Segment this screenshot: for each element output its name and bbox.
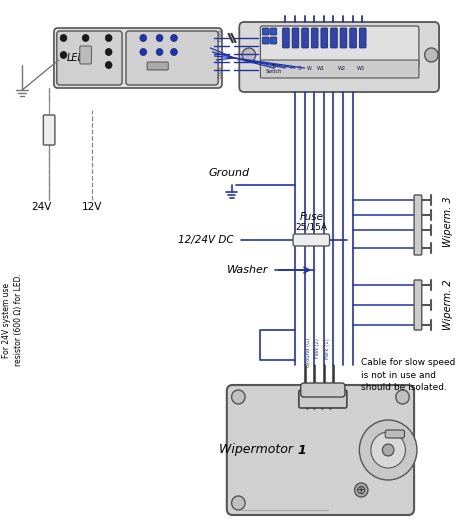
- FancyBboxPatch shape: [292, 28, 299, 48]
- FancyBboxPatch shape: [359, 28, 366, 48]
- Text: W2: W2: [338, 67, 346, 71]
- FancyBboxPatch shape: [340, 28, 347, 48]
- Circle shape: [171, 48, 177, 56]
- Circle shape: [140, 35, 146, 41]
- Circle shape: [60, 35, 67, 41]
- FancyBboxPatch shape: [414, 280, 422, 330]
- Text: Cont: Cont: [218, 66, 223, 78]
- Text: 24V: 24V: [31, 202, 52, 212]
- Circle shape: [171, 35, 177, 41]
- Circle shape: [355, 483, 368, 497]
- Circle shape: [105, 35, 112, 41]
- Text: 12/24V DC: 12/24V DC: [178, 235, 234, 245]
- FancyBboxPatch shape: [302, 28, 309, 48]
- Text: W1: W1: [317, 67, 325, 71]
- Text: Park (1): Park (1): [325, 338, 330, 359]
- Text: To
Switch: To Switch: [266, 64, 282, 75]
- Text: Fast (2): Fast (2): [315, 338, 320, 358]
- Circle shape: [232, 496, 245, 510]
- Circle shape: [156, 48, 163, 56]
- Text: W: W: [307, 67, 312, 71]
- Circle shape: [425, 48, 438, 62]
- FancyBboxPatch shape: [262, 37, 269, 44]
- Circle shape: [242, 48, 255, 62]
- FancyBboxPatch shape: [330, 28, 337, 48]
- Text: ⊕: ⊕: [356, 484, 366, 497]
- Circle shape: [82, 35, 89, 41]
- Circle shape: [156, 35, 163, 41]
- Text: For 24V system use
resistor (600 Ω) for LED.: For 24V system use resistor (600 Ω) for …: [2, 274, 23, 366]
- Text: -: -: [289, 67, 291, 71]
- Circle shape: [60, 51, 67, 58]
- FancyBboxPatch shape: [414, 195, 422, 255]
- FancyBboxPatch shape: [147, 62, 168, 70]
- Text: Wiperm. 2: Wiperm. 2: [443, 280, 453, 330]
- Text: Diag: Diag: [218, 29, 223, 41]
- Circle shape: [383, 444, 394, 456]
- Text: Wiperm. 3: Wiperm. 3: [443, 197, 453, 247]
- FancyBboxPatch shape: [227, 385, 414, 515]
- Text: 25/15A: 25/15A: [295, 223, 328, 232]
- Text: Ground: Ground: [208, 168, 249, 178]
- Circle shape: [396, 390, 409, 404]
- Text: Wipermotor: Wipermotor: [219, 444, 297, 457]
- FancyBboxPatch shape: [321, 28, 328, 48]
- FancyBboxPatch shape: [262, 28, 269, 35]
- FancyBboxPatch shape: [260, 60, 419, 78]
- FancyBboxPatch shape: [260, 26, 419, 68]
- Circle shape: [140, 48, 146, 56]
- Text: LED: LED: [66, 53, 85, 63]
- FancyBboxPatch shape: [299, 390, 347, 408]
- FancyBboxPatch shape: [239, 22, 439, 92]
- Circle shape: [105, 48, 112, 56]
- Text: Washer: Washer: [227, 265, 268, 275]
- FancyBboxPatch shape: [270, 37, 277, 44]
- Text: Cable for slow speed
is not in use and
should be isolated.: Cable for slow speed is not in use and s…: [361, 358, 456, 392]
- Text: Ground (G): Ground (G): [306, 338, 310, 368]
- FancyBboxPatch shape: [43, 115, 55, 145]
- FancyBboxPatch shape: [54, 28, 222, 88]
- Circle shape: [359, 420, 417, 480]
- FancyBboxPatch shape: [283, 28, 289, 48]
- FancyBboxPatch shape: [311, 28, 318, 48]
- FancyBboxPatch shape: [301, 383, 345, 397]
- Circle shape: [105, 61, 112, 68]
- Text: 12V: 12V: [82, 202, 102, 212]
- Circle shape: [232, 390, 245, 404]
- FancyBboxPatch shape: [385, 430, 404, 438]
- Circle shape: [371, 432, 405, 468]
- FancyBboxPatch shape: [270, 28, 277, 35]
- Text: Fuse: Fuse: [299, 212, 323, 222]
- FancyBboxPatch shape: [350, 28, 356, 48]
- FancyBboxPatch shape: [80, 46, 91, 64]
- Text: 1: 1: [298, 444, 307, 457]
- Text: G: G: [298, 67, 301, 71]
- Text: W3: W3: [357, 67, 365, 71]
- FancyBboxPatch shape: [126, 31, 218, 85]
- FancyBboxPatch shape: [293, 234, 329, 246]
- FancyBboxPatch shape: [57, 31, 122, 85]
